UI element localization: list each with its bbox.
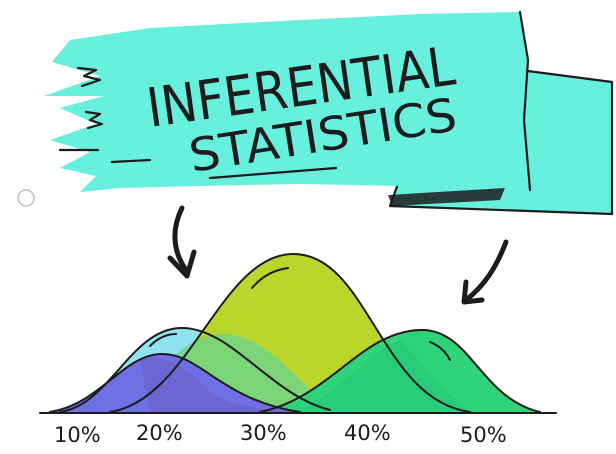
brush-strokes bbox=[58, 66, 152, 164]
tick-label: 30% bbox=[240, 421, 287, 445]
arrow-down-left-icon bbox=[461, 239, 509, 305]
banner-edge bbox=[518, 10, 532, 192]
outline-light-blue bbox=[59, 326, 331, 413]
tick-label: 50% bbox=[460, 423, 507, 447]
outline-lime bbox=[109, 252, 471, 413]
title-underline bbox=[208, 166, 338, 180]
tick-label: 40% bbox=[344, 421, 391, 445]
banner: INFERENTIAL STATISTICS bbox=[44, 10, 614, 216]
curve-purple-shade bbox=[140, 358, 300, 412]
radio-circle-icon[interactable] bbox=[17, 189, 35, 207]
outline-purple bbox=[49, 352, 301, 413]
tick-label: 20% bbox=[136, 421, 183, 445]
highlight-light-blue bbox=[149, 333, 177, 347]
arrow-down-curved-icon bbox=[167, 205, 197, 279]
banner-body bbox=[44, 12, 530, 192]
banner-fold-shadow bbox=[388, 188, 505, 206]
x-axis-labels: 10% 20% 30% 40% 50% bbox=[54, 421, 507, 447]
highlight-lime bbox=[251, 267, 289, 289]
highlight-green bbox=[429, 341, 451, 361]
outline-green bbox=[259, 328, 541, 413]
tick-label: 10% bbox=[54, 423, 101, 447]
distribution-curves bbox=[39, 252, 557, 414]
